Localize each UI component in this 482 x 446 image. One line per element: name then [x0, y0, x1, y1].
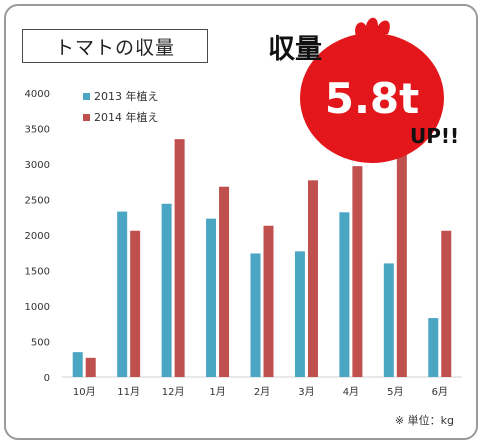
bar-2013	[161, 203, 172, 377]
y-tick-label: 3500	[25, 125, 50, 136]
chart-title: トマトの収量	[22, 29, 208, 63]
legend-label: 2013 年植え	[94, 89, 159, 103]
x-tick-label: 1月	[209, 386, 225, 398]
bar-2013	[72, 352, 83, 377]
x-tick-label: 10月	[73, 386, 96, 398]
y-tick-label: 4000	[25, 89, 50, 100]
tomato-icon	[300, 33, 444, 163]
bar-2014	[174, 139, 185, 377]
axis-layer: 0 500 1000 1500 2000 2500 3000 3500 4000 10月 11月 12…	[25, 89, 462, 398]
bar-2014	[396, 151, 407, 377]
bar-2014	[441, 230, 452, 377]
y-tick-label: 1000	[25, 302, 50, 313]
bar-2013	[339, 212, 350, 377]
bar-2014	[352, 166, 363, 377]
legend-swatch	[83, 93, 90, 100]
bar-2013	[250, 253, 261, 377]
x-tick-label: 12月	[162, 386, 185, 398]
y-tick-label: 3000	[25, 160, 50, 171]
y-tick-label: 2500	[25, 196, 50, 207]
bars-layer	[72, 139, 452, 377]
x-tick-label: 3月	[298, 386, 314, 398]
tomato-stem-icon	[355, 17, 390, 36]
x-tick-label: 11月	[117, 386, 140, 398]
y-tick-label: 1500	[25, 267, 50, 278]
y-tick-label: 0	[44, 373, 50, 384]
bar-2013	[428, 318, 439, 377]
x-tick-label: 5月	[387, 386, 403, 398]
bar-2013	[117, 211, 128, 377]
tomato-callout: 5.8t	[300, 17, 444, 163]
bar-2014	[130, 230, 141, 377]
unit-note: ※ 単位：kg	[394, 414, 454, 427]
x-tick-label: 6月	[432, 386, 448, 398]
legend: 2013 年植え 2014 年植え	[83, 89, 159, 124]
legend-swatch	[83, 114, 90, 121]
x-tick-label: 4月	[343, 386, 359, 398]
bar-2013	[294, 251, 305, 377]
y-tick-label: 2000	[25, 231, 50, 242]
callout-value: 5.8t	[325, 74, 419, 123]
bar-2014	[263, 225, 274, 377]
bar-2013	[383, 263, 394, 377]
legend-label: 2014 年植え	[94, 110, 159, 124]
bar-2014	[219, 186, 230, 377]
y-tick-label: 500	[31, 338, 50, 349]
bar-2014	[85, 357, 96, 377]
bar-2013	[206, 218, 217, 377]
callout-suffix: UP!!	[410, 124, 459, 148]
bar-2014	[307, 180, 318, 377]
x-tick-label: 2月	[254, 386, 270, 398]
callout-label: 収量	[268, 34, 322, 65]
